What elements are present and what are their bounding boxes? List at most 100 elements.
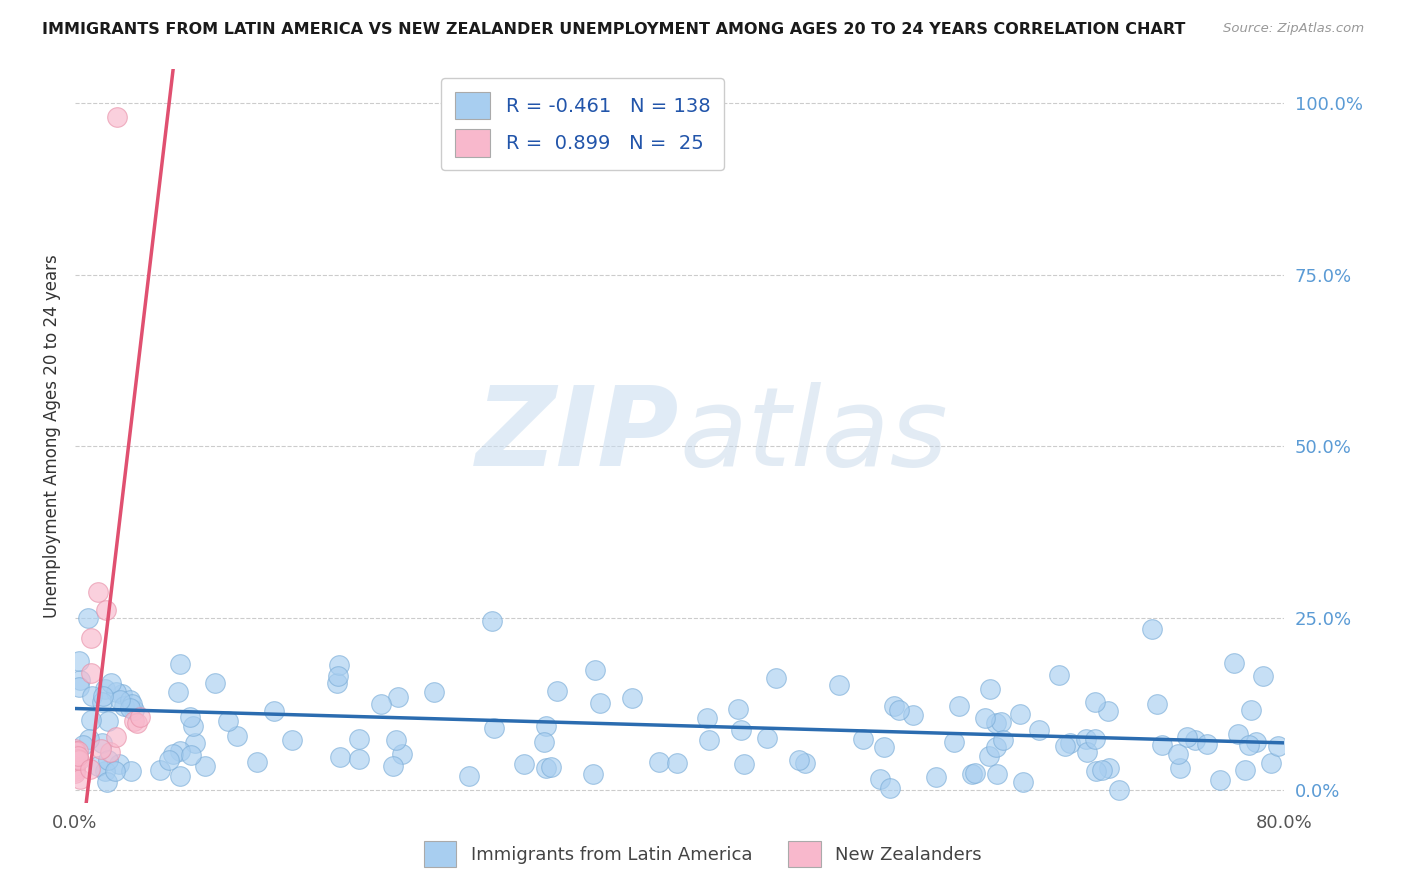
Point (730, 723, 752, 737)
Point (1084, 764, 1107, 778)
Point (281, 733, 304, 747)
Point (387, 690, 409, 704)
Point (82, 689, 104, 703)
Point (96, 714, 118, 729)
Point (1237, 738, 1260, 752)
Point (326, 676, 349, 690)
Point (96, 603, 118, 617)
Point (122, 703, 145, 717)
Point (179, 710, 201, 724)
Point (105, 730, 128, 744)
Point (391, 747, 413, 761)
Point (794, 756, 817, 770)
Point (648, 756, 671, 770)
Point (990, 714, 1012, 729)
Point (727, 702, 749, 716)
Point (90, 742, 112, 756)
Point (162, 747, 184, 761)
Point (533, 735, 555, 749)
Point (991, 733, 1014, 747)
Point (69, 772, 91, 786)
Point (1195, 737, 1218, 751)
Point (91, 694, 114, 708)
Point (1226, 727, 1249, 741)
Point (69, 673, 91, 687)
Point (80, 666, 103, 681)
Point (63, 744, 86, 758)
Point (169, 657, 191, 672)
Point (960, 767, 983, 781)
Point (63, 751, 86, 765)
Point (1142, 623, 1164, 637)
Point (167, 685, 190, 699)
Point (620, 690, 643, 705)
Point (481, 614, 503, 628)
Point (789, 753, 811, 767)
Point (1028, 723, 1050, 738)
Point (77, 731, 100, 746)
Point (104, 764, 127, 779)
Point (1047, 668, 1070, 682)
Point (100, 676, 122, 690)
Point (733, 756, 755, 771)
Point (665, 756, 688, 771)
Text: atlas: atlas (679, 383, 948, 490)
Point (457, 769, 479, 783)
Point (63, 763, 86, 777)
Point (1084, 731, 1107, 746)
Point (91, 689, 114, 703)
Point (948, 698, 970, 713)
Point (118, 693, 141, 707)
Point (423, 685, 446, 699)
Point (697, 732, 720, 747)
Point (90, 736, 112, 750)
Point (984, 716, 1007, 731)
Point (370, 697, 392, 711)
Point (80, 713, 103, 727)
Point (96, 774, 118, 789)
Point (1244, 734, 1267, 748)
Point (63, 741, 86, 756)
Point (94, 681, 117, 696)
Point (1097, 704, 1119, 718)
Point (194, 759, 217, 773)
Point (63, 747, 86, 762)
Point (1177, 731, 1199, 745)
Point (765, 671, 787, 685)
Point (534, 761, 557, 775)
Point (1076, 745, 1098, 759)
Point (943, 735, 966, 749)
Point (63, 764, 86, 778)
Point (112, 699, 135, 714)
Point (963, 765, 986, 780)
Point (1260, 756, 1282, 770)
Point (63, 759, 86, 773)
Point (1053, 739, 1076, 754)
Point (217, 714, 239, 728)
Point (1091, 763, 1114, 777)
Point (1168, 762, 1191, 776)
Point (111, 687, 134, 701)
Point (986, 767, 1008, 781)
Point (869, 772, 891, 786)
Point (80, 632, 103, 646)
Point (1012, 774, 1035, 789)
Point (97, 753, 120, 767)
Point (1008, 706, 1031, 721)
Text: Source: ZipAtlas.com: Source: ZipAtlas.com (1223, 22, 1364, 36)
Point (977, 749, 1000, 764)
Point (582, 767, 605, 781)
Point (107, 757, 129, 772)
Point (1152, 739, 1174, 753)
Point (121, 698, 143, 712)
Point (1084, 696, 1107, 710)
Point (879, 780, 901, 795)
Point (77, 611, 100, 625)
Point (127, 716, 149, 731)
Point (326, 669, 349, 683)
Point (984, 739, 1007, 754)
Point (546, 684, 568, 698)
Point (98, 745, 121, 759)
Point (482, 721, 505, 735)
Point (105, 685, 128, 699)
